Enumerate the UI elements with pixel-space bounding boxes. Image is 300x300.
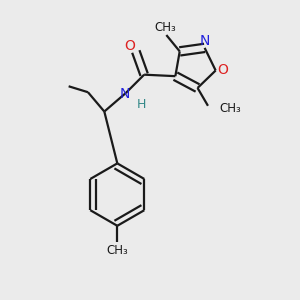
Text: O: O [124, 38, 135, 52]
Text: O: O [217, 64, 228, 77]
Text: CH₃: CH₃ [154, 20, 176, 34]
Text: CH₃: CH₃ [219, 102, 241, 115]
Text: H: H [136, 98, 146, 111]
Text: N: N [119, 87, 130, 101]
Text: N: N [200, 34, 210, 48]
Text: CH₃: CH₃ [106, 244, 128, 257]
